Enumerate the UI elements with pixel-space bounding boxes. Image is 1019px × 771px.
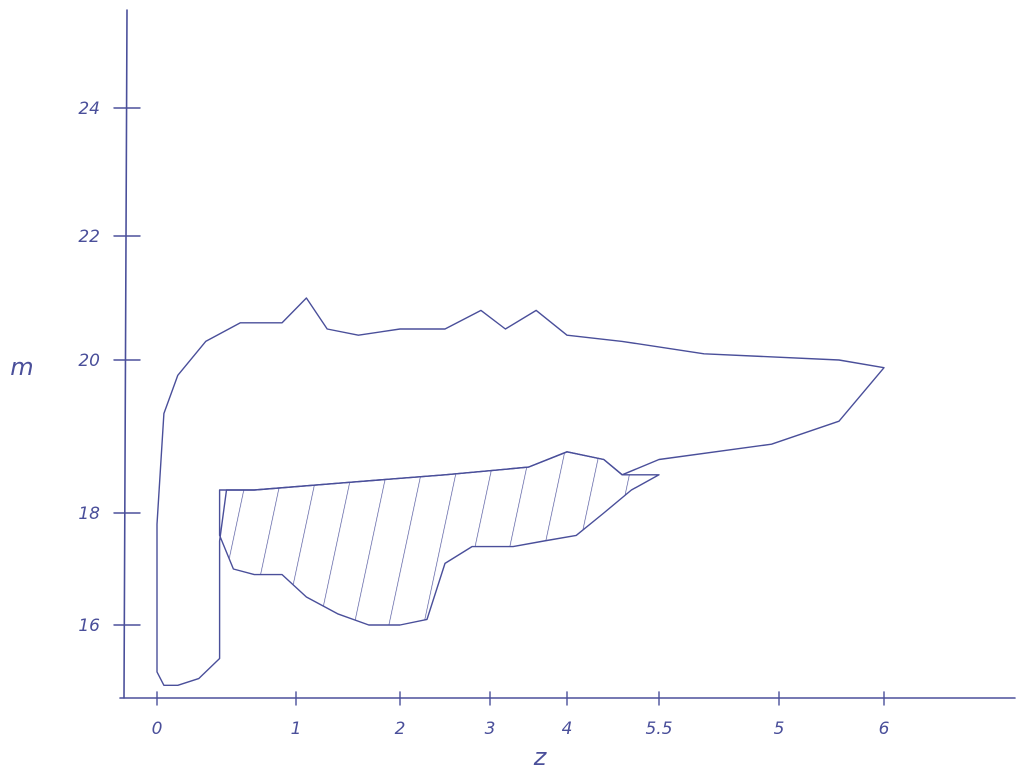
labels: 0 1 2 3 4 5.5 5 6 16 18 20 24 22 z m <box>10 99 889 771</box>
x-axis-label: z <box>533 743 548 771</box>
x-tick-label: 2 <box>395 719 406 739</box>
hatched-region <box>218 451 660 626</box>
x-tick-label: 5.5 <box>645 719 672 739</box>
regions <box>156 297 885 686</box>
x-tick-label: 3 <box>485 719 496 739</box>
y-axis-line <box>123 9 128 699</box>
x-tick-label: 4 <box>562 719 573 739</box>
y-axis-label: m <box>10 353 33 381</box>
y-tick-label: 22 <box>78 227 100 247</box>
x-tick-label: 1 <box>291 719 302 739</box>
axes <box>113 9 1016 706</box>
y-tick-label: 24 <box>78 99 100 119</box>
x-tick-label: 5 <box>774 719 785 739</box>
y-tick-label: 20 <box>78 351 100 371</box>
x-tick-label: 0 <box>152 719 163 739</box>
x-tick-label: 6 <box>879 719 890 739</box>
y-tick-label: 18 <box>78 504 100 524</box>
y-tick-label: 16 <box>78 616 100 636</box>
